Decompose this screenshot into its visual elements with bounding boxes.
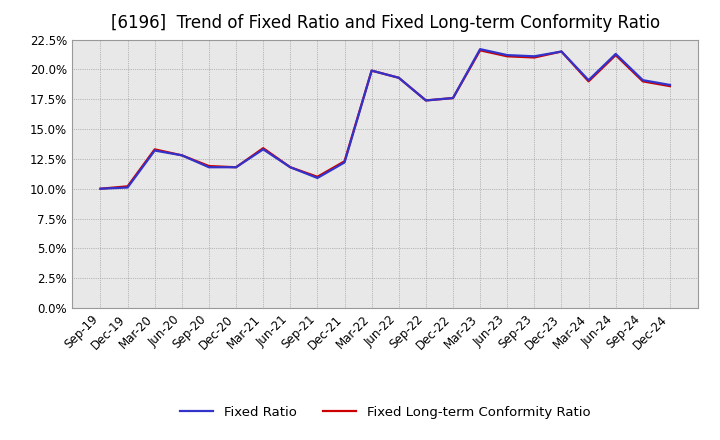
Fixed Ratio [178, 153, 186, 158]
Fixed Ratio [503, 52, 511, 58]
Fixed Ratio [341, 160, 349, 165]
Fixed Long-term Conformity Ratio [367, 68, 376, 73]
Fixed Long-term Conformity Ratio [476, 48, 485, 53]
Fixed Ratio [367, 68, 376, 73]
Fixed Long-term Conformity Ratio [665, 84, 674, 89]
Fixed Long-term Conformity Ratio [96, 186, 105, 191]
Fixed Ratio [530, 54, 539, 59]
Fixed Long-term Conformity Ratio [150, 147, 159, 152]
Fixed Ratio [123, 185, 132, 190]
Fixed Long-term Conformity Ratio [178, 153, 186, 158]
Fixed Ratio [476, 47, 485, 52]
Fixed Long-term Conformity Ratio [530, 55, 539, 60]
Fixed Long-term Conformity Ratio [123, 183, 132, 189]
Fixed Ratio [611, 51, 620, 57]
Fixed Ratio [449, 95, 457, 101]
Fixed Ratio [232, 165, 240, 170]
Fixed Long-term Conformity Ratio [232, 165, 240, 170]
Fixed Ratio [639, 77, 647, 83]
Line: Fixed Long-term Conformity Ratio: Fixed Long-term Conformity Ratio [101, 50, 670, 189]
Fixed Long-term Conformity Ratio [584, 79, 593, 84]
Title: [6196]  Trend of Fixed Ratio and Fixed Long-term Conformity Ratio: [6196] Trend of Fixed Ratio and Fixed Lo… [111, 15, 660, 33]
Fixed Long-term Conformity Ratio [449, 95, 457, 101]
Fixed Ratio [557, 49, 566, 54]
Fixed Ratio [584, 77, 593, 83]
Fixed Long-term Conformity Ratio [395, 75, 403, 81]
Legend: Fixed Ratio, Fixed Long-term Conformity Ratio: Fixed Ratio, Fixed Long-term Conformity … [175, 400, 595, 424]
Fixed Long-term Conformity Ratio [204, 163, 213, 169]
Fixed Long-term Conformity Ratio [557, 49, 566, 54]
Fixed Long-term Conformity Ratio [611, 52, 620, 58]
Fixed Ratio [395, 75, 403, 81]
Fixed Long-term Conformity Ratio [341, 159, 349, 164]
Fixed Long-term Conformity Ratio [421, 98, 430, 103]
Fixed Long-term Conformity Ratio [313, 174, 322, 180]
Fixed Ratio [313, 175, 322, 180]
Fixed Long-term Conformity Ratio [503, 54, 511, 59]
Fixed Ratio [96, 186, 105, 191]
Fixed Ratio [259, 147, 268, 152]
Fixed Long-term Conformity Ratio [639, 79, 647, 84]
Fixed Ratio [286, 165, 294, 170]
Fixed Long-term Conformity Ratio [259, 146, 268, 151]
Line: Fixed Ratio: Fixed Ratio [101, 49, 670, 189]
Fixed Long-term Conformity Ratio [286, 165, 294, 170]
Fixed Ratio [665, 82, 674, 88]
Fixed Ratio [204, 165, 213, 170]
Fixed Ratio [150, 148, 159, 153]
Fixed Ratio [421, 98, 430, 103]
